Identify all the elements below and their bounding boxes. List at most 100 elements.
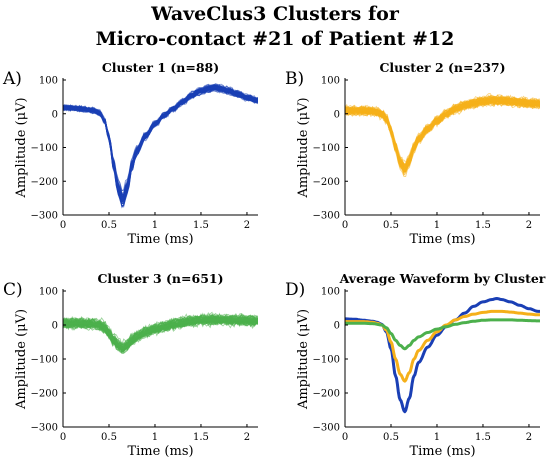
data-point	[409, 372, 411, 374]
spike-trace	[63, 85, 258, 206]
y-axis-label: Amplitude (μV)	[14, 97, 29, 198]
data-point	[418, 138, 420, 140]
spike-trace	[63, 88, 258, 198]
data-point	[182, 101, 184, 103]
spike-trace	[63, 86, 258, 201]
x-tick-label: 1.5	[475, 220, 491, 231]
data-point	[81, 323, 83, 325]
data-point	[413, 340, 415, 342]
spike-trace	[63, 84, 258, 199]
y-tick-label: 0	[334, 321, 340, 332]
x-tick-label: 2	[244, 220, 250, 231]
x-tick-label: 0	[342, 220, 348, 231]
spike-trace	[63, 86, 258, 199]
spike-trace	[63, 85, 258, 207]
data-point	[399, 399, 401, 401]
data-point	[386, 118, 388, 120]
spike-trace	[63, 88, 258, 192]
data-point	[395, 358, 397, 360]
data-point	[381, 324, 383, 326]
spike-trace	[63, 83, 258, 207]
data-point	[427, 346, 429, 348]
spike-trace	[345, 94, 540, 171]
panel-title: Cluster 2 (n=237)	[379, 60, 505, 75]
data-point	[145, 135, 147, 137]
y-tick-label: 0	[52, 109, 58, 120]
x-tick-label: 1	[434, 432, 440, 443]
data-point	[501, 319, 503, 321]
panel-title: Average Waveform by Cluster	[339, 271, 546, 286]
data-point	[237, 319, 239, 321]
data-point	[482, 312, 484, 314]
data-point	[390, 130, 392, 132]
spike-trace	[63, 89, 258, 201]
spike-trace	[63, 85, 258, 200]
spike-trace	[345, 94, 540, 174]
data-point	[255, 320, 257, 322]
spike-trace	[63, 87, 258, 197]
data-point	[455, 324, 457, 326]
spike-trace	[63, 87, 258, 200]
spike-trace	[63, 87, 258, 199]
data-point	[501, 299, 503, 301]
spike-trace	[345, 94, 540, 171]
data-point	[436, 331, 438, 333]
trace-bundle	[63, 83, 258, 209]
data-point	[127, 345, 129, 347]
data-point	[163, 326, 165, 328]
y-tick-label: 100	[321, 287, 340, 298]
data-point	[464, 316, 466, 318]
spike-trace	[63, 86, 258, 203]
data-point	[464, 105, 466, 107]
spike-trace	[63, 85, 258, 202]
data-point	[136, 150, 138, 152]
data-point	[200, 90, 202, 92]
chart-panel-3: −300 −200 −100 0 100 0 0.5 1 1.5 2 Time (ms) Amplit…	[3, 271, 258, 459]
y-axis-label: Amplitude (μV)	[296, 309, 311, 410]
data-point	[537, 320, 539, 322]
panel-letter: B)	[285, 69, 304, 89]
x-tick-label: 1	[152, 220, 158, 231]
spike-trace	[63, 84, 258, 198]
spike-trace	[63, 84, 258, 200]
data-point	[381, 113, 383, 115]
data-point	[473, 102, 475, 104]
y-tick-label: −200	[31, 177, 58, 188]
data-point	[214, 87, 216, 89]
data-point	[491, 299, 493, 301]
x-tick-label: 1.5	[193, 220, 209, 231]
spike-trace	[63, 89, 258, 195]
data-point	[436, 120, 438, 122]
data-point	[191, 94, 193, 96]
data-point	[418, 362, 420, 364]
spike-trace	[345, 95, 540, 166]
data-point	[413, 147, 415, 149]
data-point	[81, 108, 83, 110]
data-point	[436, 328, 438, 330]
x-tick-label: 0.5	[383, 220, 399, 231]
spike-trace	[63, 87, 258, 203]
data-point	[482, 301, 484, 303]
data-point	[154, 328, 156, 330]
spike-trace	[345, 94, 540, 169]
x-axis-label: Time (ms)	[127, 444, 193, 459]
data-point	[519, 312, 521, 314]
y-axis-label: Amplitude (μV)	[14, 309, 29, 410]
y-tick-label: −300	[313, 211, 340, 222]
data-point	[353, 110, 355, 112]
spike-trace	[63, 86, 258, 199]
data-point	[104, 120, 106, 122]
data-point	[399, 345, 401, 347]
data-point	[491, 311, 493, 313]
x-axis-label: Time (ms)	[409, 444, 475, 459]
spike-trace	[63, 84, 258, 206]
data-point	[473, 321, 475, 323]
figure-title-line1: WaveClus3 Clusters for	[150, 3, 400, 25]
y-tick-label: −100	[313, 143, 340, 154]
data-point	[404, 348, 406, 350]
y-tick-label: −300	[31, 423, 58, 434]
trace-bundle	[345, 93, 540, 177]
data-point	[537, 103, 539, 105]
data-point	[145, 332, 147, 334]
spike-trace	[63, 87, 258, 194]
